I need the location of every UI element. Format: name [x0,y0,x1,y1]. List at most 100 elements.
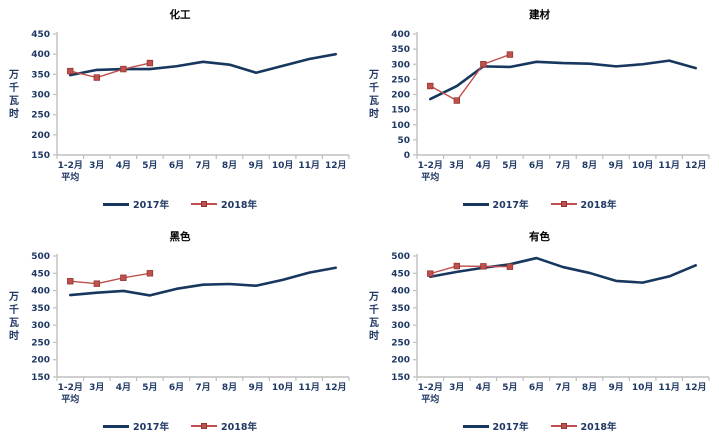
legend-line-2018-icon [191,201,217,207]
y-tick-label: 200 [391,91,410,101]
legend-item-2017: 2017年 [462,419,529,433]
x-tick-label: 11月 [298,160,320,171]
data-marker [427,82,434,90]
y-axis-title-char: 千 [9,303,19,316]
chart-title: 建材 [529,9,550,21]
data-marker [146,270,154,277]
data-marker [506,51,514,58]
x-tick-label: 5月 [142,382,157,393]
y-axis-title-char: 万 [368,291,379,303]
x-tick-label: 5月 [502,382,517,393]
y-tick-label: 350 [391,45,410,55]
y-tick-label: 250 [31,111,50,121]
y-tick-label: 200 [31,131,50,141]
chart-title: 化工 [169,9,191,21]
data-marker [67,278,74,285]
data-marker [506,263,514,270]
y-tick-label: 350 [31,70,50,80]
legend-item-2018: 2018年 [550,419,616,433]
legend-item-2017: 2017年 [462,197,529,211]
y-tick-label: 400 [31,287,50,297]
x-tick-label: 11月 [658,160,680,171]
x-tick-label: 10月 [272,382,294,393]
y-tick-label: 150 [31,151,50,161]
y-tick-label: 300 [391,321,410,331]
chart-title: 黑色 [169,231,191,243]
x-tick-label: 4月 [116,382,131,393]
series-line-2018年 [69,272,151,285]
chart-non-ferrous: 有色 150 200 250 300 350 400 450 500 1-2月 3月 4月 5月 6月 7… [360,222,719,444]
x-tick-label-line2: 平均 [61,171,79,183]
y-tick-label: 100 [391,121,410,131]
series-line-2018年 [69,62,151,79]
x-tick-label: 12月 [685,382,707,393]
x-tick-label: 4月 [476,160,491,171]
y-axis-title-char: 瓦 [9,95,19,107]
x-tick-label-line2: 平均 [61,393,79,405]
y-tick-label: 300 [31,91,50,101]
y-tick-label: 400 [391,30,410,40]
y-axis-title-char: 万 [8,69,19,81]
x-tick-label: 6月 [169,160,184,171]
y-tick-label: 150 [31,373,50,383]
x-tick-label: 9月 [608,160,623,171]
legend-item-2017: 2017年 [103,197,169,211]
chart-legend: 2017年 2018年 [360,192,719,222]
x-tick-label: 11月 [298,382,320,393]
legend-item-2017: 2017年 [103,419,169,433]
legend-square-marker-icon [560,423,567,429]
legend-item-2018: 2018年 [191,197,257,211]
legend-line-2017-icon [103,202,130,206]
chart-legend: 2017年 2018年 [0,192,360,222]
legend-square-marker-icon [201,201,207,207]
x-tick-label: 4月 [476,382,491,393]
data-marker [427,270,434,277]
y-tick-label: 250 [31,338,50,348]
data-marker [120,274,127,281]
x-tick-label: 8月 [582,160,597,171]
y-tick-label: 500 [391,252,410,262]
x-tick-label: 1-2月 [418,382,443,393]
series-line-2017年 [428,256,698,284]
legend-label-2017: 2017年 [492,422,529,433]
chart-building-materials: 建材 0 50 100 150 200 250 300 350 400 1-2月 3月 4月 5月 6月 7… [360,0,719,222]
series-line-2017年 [68,52,338,77]
x-tick-label: 9月 [608,382,623,393]
x-tick-label: 6月 [529,160,544,171]
legend-label-2017: 2017年 [492,200,529,211]
chart-chemical: 化工 150 200 250 300 350 400 450 1-2月 3月 4月 5月 6月 7月 8月… [0,0,360,222]
y-axis-title-char: 时 [369,107,379,120]
legend-line-2018-icon [550,423,577,429]
x-tick-label: 8月 [222,382,237,393]
y-tick-label: 500 [31,252,50,262]
x-tick-label: 12月 [325,160,347,171]
legend-square-marker-icon [201,423,207,429]
data-marker [67,67,74,75]
data-marker [453,97,461,104]
legend-square-marker-icon [560,201,567,207]
y-tick-label: 400 [31,50,50,60]
y-tick-label: 350 [31,304,50,314]
y-axis-title-char: 瓦 [9,317,19,329]
y-axis-title-char: 千 [369,81,379,94]
y-tick-label: 200 [31,356,50,366]
y-tick-label: 50 [397,136,410,146]
x-tick-label: 10月 [632,160,654,171]
y-axis-title-char: 千 [9,81,19,94]
x-tick-label: 7月 [555,160,570,171]
x-tick-label: 12月 [325,382,347,393]
chart-plot-area: 150 200 250 300 350 400 450 500 1-2月 3月 4月 5月 6月 7月 8月… [368,252,710,405]
series-line-2018年 [429,53,511,102]
series-line-2017年 [428,59,698,101]
x-tick-label: 10月 [272,160,294,171]
y-tick-label: 400 [391,287,410,297]
x-tick-label: 6月 [529,382,544,393]
x-tick-label: 3月 [89,160,104,171]
data-marker [93,280,101,287]
y-tick-label: 150 [391,106,410,116]
legend-item-2018: 2018年 [550,197,616,211]
y-axis-title-char: 万 [8,291,19,303]
y-tick-label: 0 [404,151,410,161]
chart-ferrous: 黑色 150 200 250 300 350 400 450 500 1-2月 3月 4月 5月 6月 7… [0,222,360,444]
